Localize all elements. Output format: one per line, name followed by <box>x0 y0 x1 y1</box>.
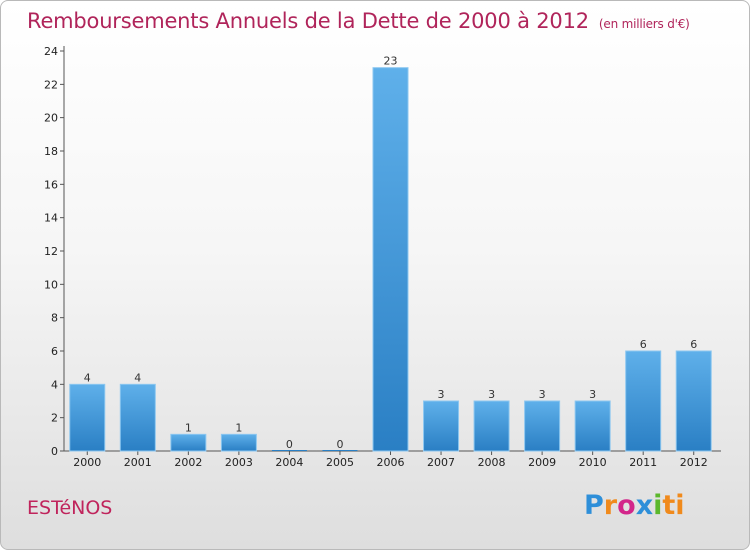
bar-2001 <box>119 383 156 452</box>
data-label-2005: 0 <box>336 438 343 451</box>
x-tick-label-2012: 2012 <box>680 456 708 469</box>
x-tick-label-2000: 2000 <box>73 456 101 469</box>
data-label-2012: 6 <box>690 338 697 351</box>
y-tick-label: 16 <box>44 178 58 191</box>
y-tick-label: 0 <box>51 445 58 458</box>
x-tick-label-2001: 2001 <box>124 456 152 469</box>
x-tick-label-2006: 2006 <box>377 456 405 469</box>
y-tick-label: 22 <box>44 78 58 91</box>
data-label-2001: 4 <box>134 371 141 384</box>
bar-2003 <box>220 433 257 452</box>
y-tick-label: 8 <box>51 312 58 325</box>
x-tick-label-2009: 2009 <box>528 456 556 469</box>
x-tick-label-2005: 2005 <box>326 456 354 469</box>
x-tick-label-2010: 2010 <box>579 456 607 469</box>
y-tick-label: 12 <box>44 245 58 258</box>
data-label-2008: 3 <box>488 388 495 401</box>
y-tick-label: 10 <box>44 278 58 291</box>
data-label-2007: 3 <box>438 388 445 401</box>
x-tick-label-2007: 2007 <box>427 456 455 469</box>
data-label-2006: 23 <box>384 55 398 68</box>
bar-2008 <box>473 400 510 452</box>
x-tick-label-2002: 2002 <box>174 456 202 469</box>
chart-title: Remboursements Annuels de la Dette de 20… <box>27 9 690 33</box>
bar-2000 <box>69 383 106 452</box>
bar-2006 <box>372 67 409 452</box>
data-label-2009: 3 <box>539 388 546 401</box>
chart-subtitle: (en milliers d'€) <box>598 17 690 31</box>
y-tick-label: 24 <box>44 45 58 58</box>
x-tick-label-2011: 2011 <box>629 456 657 469</box>
y-tick-label: 14 <box>44 212 58 225</box>
data-label-2004: 0 <box>286 438 293 451</box>
data-label-2002: 1 <box>185 421 192 434</box>
y-tick-label: 6 <box>51 345 58 358</box>
bar-2005 <box>322 450 358 451</box>
bar-2009 <box>524 400 561 452</box>
data-label-2010: 3 <box>589 388 596 401</box>
x-tick-label-2003: 2003 <box>225 456 253 469</box>
proxiti-logo: Proxiti <box>584 490 685 521</box>
y-tick-label: 2 <box>51 412 58 425</box>
x-tick-label-2004: 2004 <box>275 456 303 469</box>
x-tick-label-2008: 2008 <box>478 456 506 469</box>
bar-2004 <box>271 450 307 451</box>
data-label-2011: 6 <box>640 338 647 351</box>
data-label-2003: 1 <box>235 421 242 434</box>
bar-2002 <box>170 433 207 452</box>
data-label-2000: 4 <box>84 371 91 384</box>
bar-2007 <box>423 400 460 452</box>
y-tick-label: 18 <box>44 145 58 158</box>
y-tick-label: 20 <box>44 112 58 125</box>
bar-2012 <box>675 350 712 452</box>
y-tick-label: 4 <box>51 378 58 391</box>
bar-2010 <box>574 400 611 452</box>
chart-title-text: Remboursements Annuels de la Dette de 20… <box>27 9 589 33</box>
commune-name: ESTéNOS <box>27 497 113 519</box>
bar-2011 <box>625 350 662 452</box>
